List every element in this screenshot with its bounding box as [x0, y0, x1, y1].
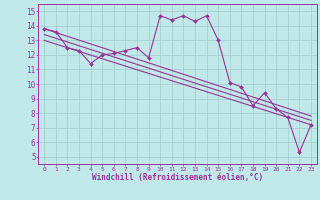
X-axis label: Windchill (Refroidissement éolien,°C): Windchill (Refroidissement éolien,°C) — [92, 173, 263, 182]
